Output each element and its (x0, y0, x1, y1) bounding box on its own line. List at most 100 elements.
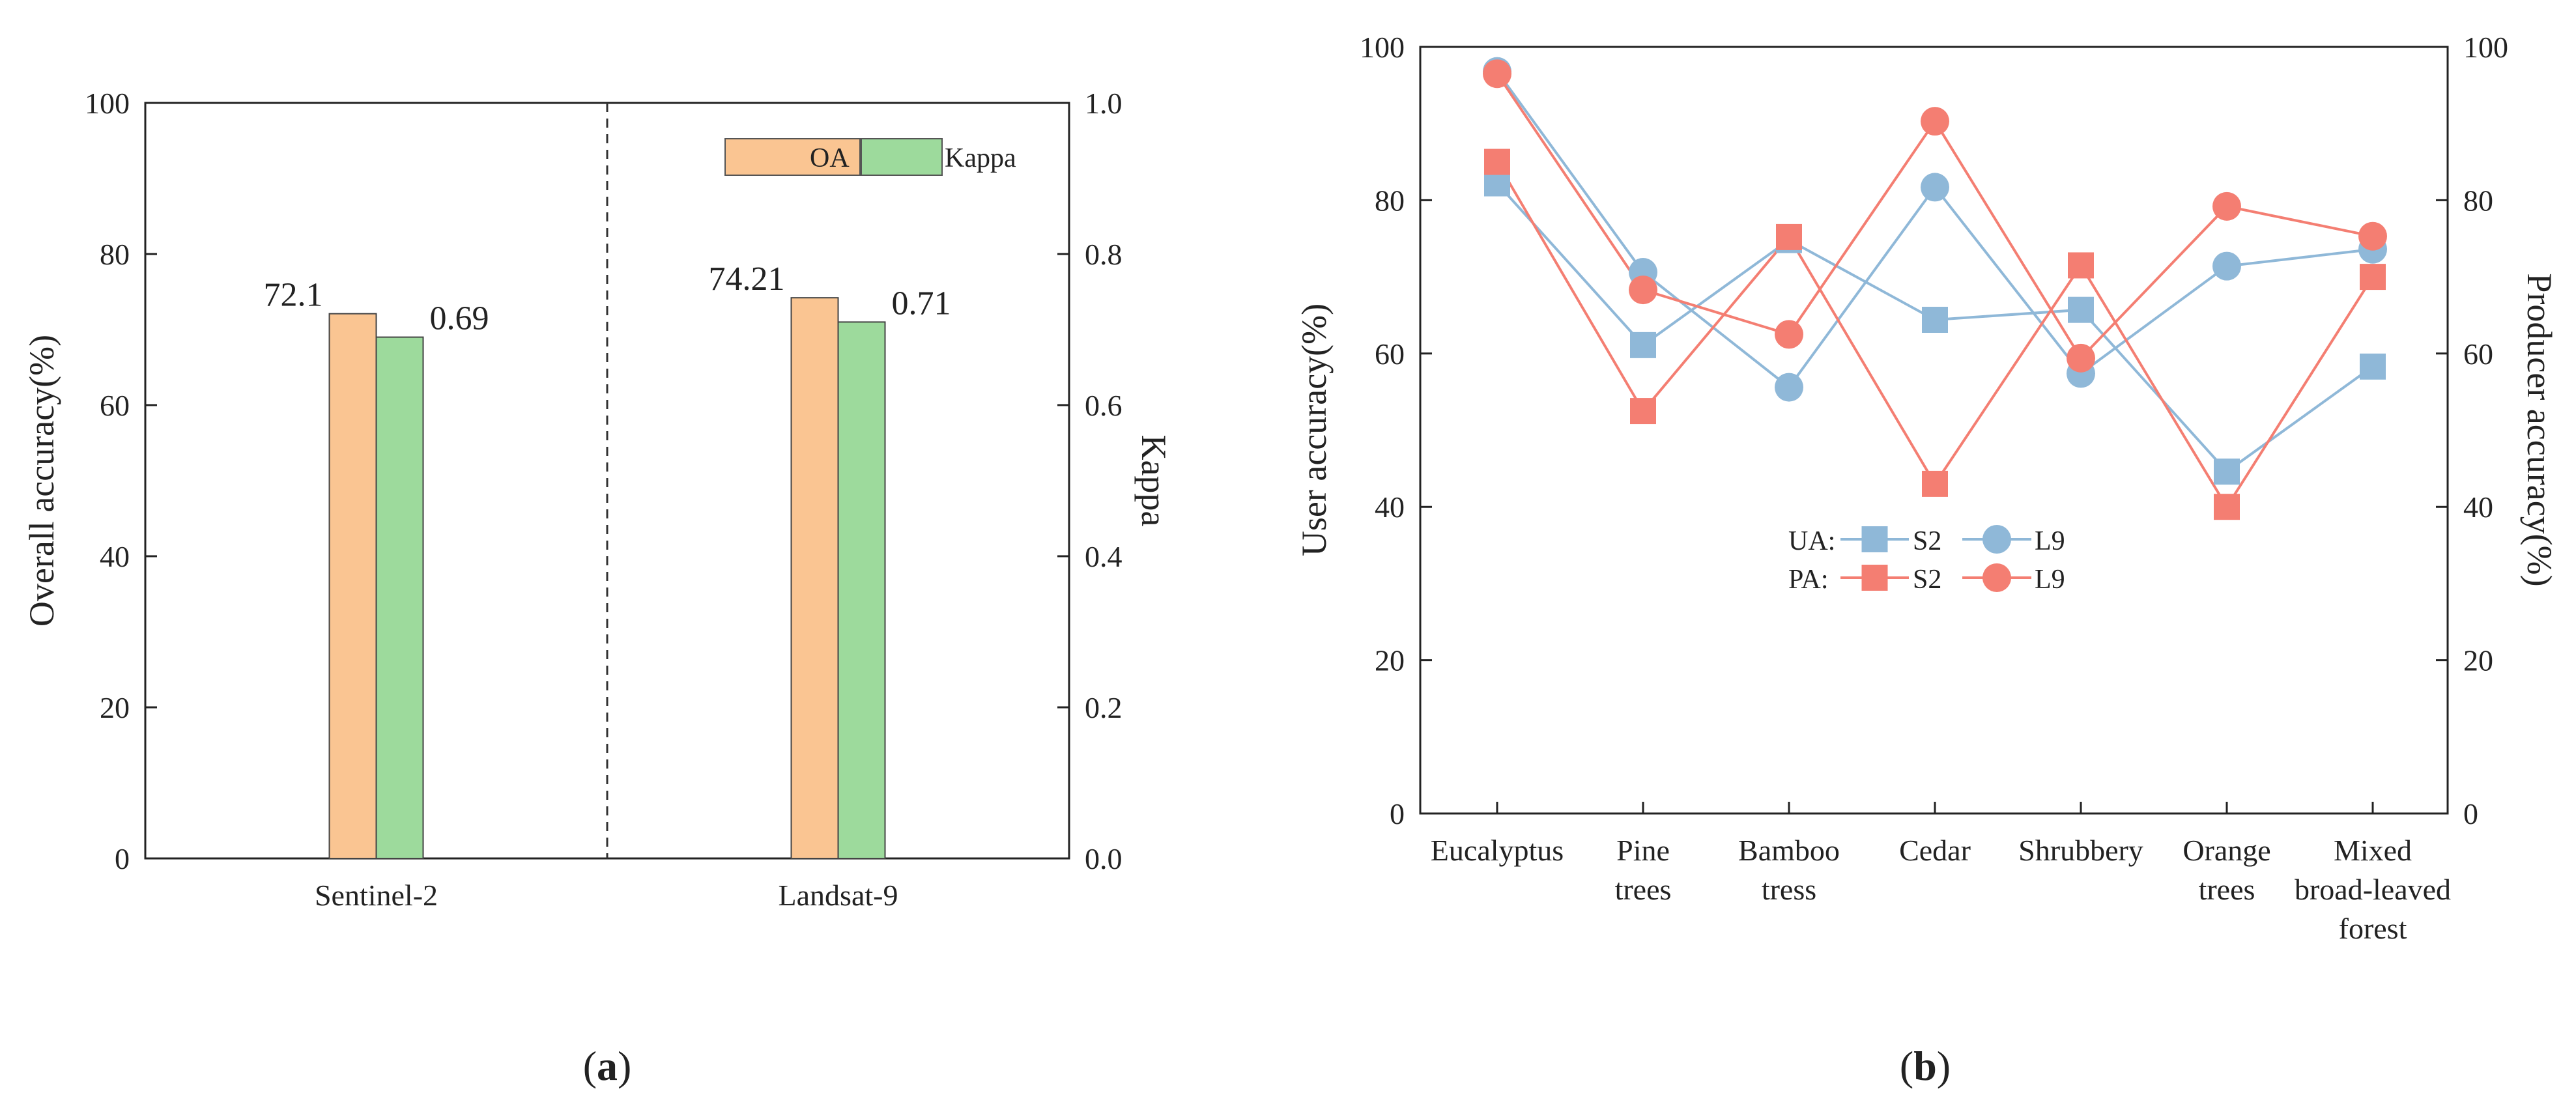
legend-ua-group-label: UA: (1788, 526, 1835, 556)
data-label-kappa: 0.71 (892, 285, 951, 322)
marker-ua-s2 (2360, 353, 2386, 380)
marker-ua-s2 (1630, 332, 1656, 358)
marker-pa-s2 (2214, 494, 2240, 520)
legend-oa-swatch (724, 138, 861, 176)
y-tick-label-left: 20 (100, 691, 130, 724)
y-tick-label-right: 60 (2463, 337, 2493, 371)
legend-marker-ua-l9 (1982, 525, 2011, 554)
panel-a-label: (a) (583, 1043, 632, 1089)
panel-a-axis-ticks (145, 102, 1069, 860)
x-tick-label: Eucalyptus (1431, 834, 1564, 867)
legend-marker-ua-s2 (1861, 526, 1888, 552)
marker-pa-s2 (2360, 264, 2386, 290)
legend-marker-pa-l9 (1982, 563, 2011, 592)
y-tick-label-right: 0 (2463, 797, 2478, 830)
bar-kappa (375, 336, 424, 859)
panel-b: 0 20 40 60 80 100 0 20 40 60 80 100 Eucalyptus Pine tr… (1295, 31, 2559, 1089)
panel-a-text-layer: 0 20 40 60 80 100 0.0 0.2 0.4 0.6 0.8 1.0 Sentinel-2… (85, 87, 1123, 912)
panel-b-series-lines (1496, 70, 2374, 509)
y-tick-label-right: 80 (2463, 184, 2493, 217)
x-tick-label: Orange (2182, 834, 2270, 867)
y-tick-label-right: 0.8 (1085, 238, 1123, 271)
marker-pa-l9 (2212, 191, 2241, 221)
panel-a: 0 20 40 60 80 100 0.0 0.2 0.4 0.6 0.8 1.0 Sentinel-2… (22, 87, 1173, 1089)
data-label-oa: 74.21 (709, 261, 785, 298)
y-tick-label-right: 0.2 (1085, 691, 1123, 724)
marker-ua-s2 (2068, 296, 2094, 323)
x-tick-label: Cedar (1899, 834, 1971, 867)
marker-pa-l9 (1629, 276, 1657, 305)
marker-pa-s2 (1776, 223, 1802, 250)
y-tick-label-right: 0.0 (1085, 842, 1123, 875)
marker-ua-l9 (1775, 373, 1803, 402)
y-tick-label-left: 80 (1375, 184, 1405, 217)
x-tick-label: Bamboo (1738, 834, 1840, 867)
data-label-kappa: 0.69 (430, 300, 489, 337)
x-tick-label: tress (1762, 873, 1816, 906)
panel-b-legend: UA: PA: S2 L9 S2 L9 (1788, 525, 2065, 595)
marker-ua-s2 (2214, 459, 2240, 485)
marker-pa-s2 (2068, 252, 2094, 279)
x-tick-label: Pine (1616, 834, 1670, 867)
marker-pa-l9 (2358, 221, 2387, 251)
y-tick-label-left: 40 (1375, 490, 1405, 524)
marker-pa-l9 (2067, 343, 2095, 373)
x-tick-label: Sentinel-2 (315, 879, 438, 912)
y-tick-label-left: 100 (1360, 31, 1405, 64)
legend-kappa-label: Kappa (945, 143, 1016, 173)
marker-pa-l9 (1921, 107, 1949, 136)
panel-a-bars (328, 297, 886, 859)
x-tick-label: broad-leaved (2295, 873, 2451, 906)
legend-kappa-swatch (861, 138, 943, 176)
legend-pa-s2-label: S2 (1913, 565, 1941, 595)
legend-oa-label: OA (810, 143, 850, 173)
legend-marker-pa-s2 (1861, 565, 1888, 591)
y-tick-label-right: 0.4 (1085, 540, 1123, 573)
marker-pa-s2 (1484, 148, 1510, 175)
panel-b-y2-axis-label: Producer accuracy(%) (2520, 273, 2559, 586)
marker-pa-s2 (1630, 398, 1656, 425)
panel-b-label: (b) (1900, 1043, 1951, 1089)
panel-b-plot-frame (1419, 46, 2449, 815)
legend-pa-group-label: PA: (1788, 565, 1829, 595)
marker-pa-l9 (1483, 59, 1511, 89)
y-tick-label-left: 0 (1390, 797, 1405, 830)
panel-a-y-axis-label: Overall accuracy(%) (22, 335, 61, 627)
panel-a-y2-axis-label: Kappa (1134, 435, 1173, 527)
marker-ua-l9 (1921, 173, 1949, 202)
panel-b-markers (1483, 57, 2387, 520)
panel-b-text-layer: 0 20 40 60 80 100 0 20 40 60 80 100 Eucalyptus Pine tr… (1360, 31, 2508, 945)
y-tick-label-right: 20 (2463, 644, 2493, 677)
y-tick-label-left: 20 (1375, 644, 1405, 677)
bar-oa (328, 313, 377, 859)
panel-b-axis-ticks (1420, 46, 2448, 815)
y-tick-label-right: 1.0 (1085, 87, 1123, 120)
data-label-oa: 72.1 (264, 277, 323, 314)
y-tick-label-left: 0 (115, 842, 130, 875)
y-tick-label-left: 60 (100, 389, 130, 422)
bar-kappa (837, 321, 886, 859)
x-tick-label: trees (1615, 873, 1672, 906)
y-tick-label-left: 60 (1375, 337, 1405, 371)
x-tick-label: Shrubbery (2018, 834, 2143, 867)
y-tick-label-left: 100 (85, 87, 130, 120)
y-tick-label-left: 80 (100, 238, 130, 271)
panel-b-y-axis-label: User accuracy(%) (1295, 304, 1334, 556)
legend-ua-l9-label: L9 (2035, 526, 2065, 556)
marker-ua-l9 (2212, 251, 2241, 281)
x-tick-label: Landsat-9 (779, 879, 898, 912)
x-tick-label: trees (2199, 873, 2255, 906)
x-tick-label: Mixed (2334, 834, 2412, 867)
marker-ua-s2 (1922, 307, 1948, 333)
y-tick-label-right: 0.6 (1085, 389, 1123, 422)
legend-pa-l9-label: L9 (2035, 565, 2065, 595)
panel-a-legend: OA Kappa (724, 138, 1016, 176)
x-tick-label: forest (2339, 912, 2407, 945)
legend-ua-s2-label: S2 (1913, 526, 1941, 556)
marker-pa-s2 (1922, 470, 1948, 497)
marker-pa-l9 (1775, 320, 1803, 349)
y-tick-label-left: 40 (100, 540, 130, 573)
y-tick-label-right: 100 (2463, 31, 2508, 64)
y-tick-label-right: 40 (2463, 490, 2493, 524)
series-line-pa-s2 (1496, 161, 2374, 509)
